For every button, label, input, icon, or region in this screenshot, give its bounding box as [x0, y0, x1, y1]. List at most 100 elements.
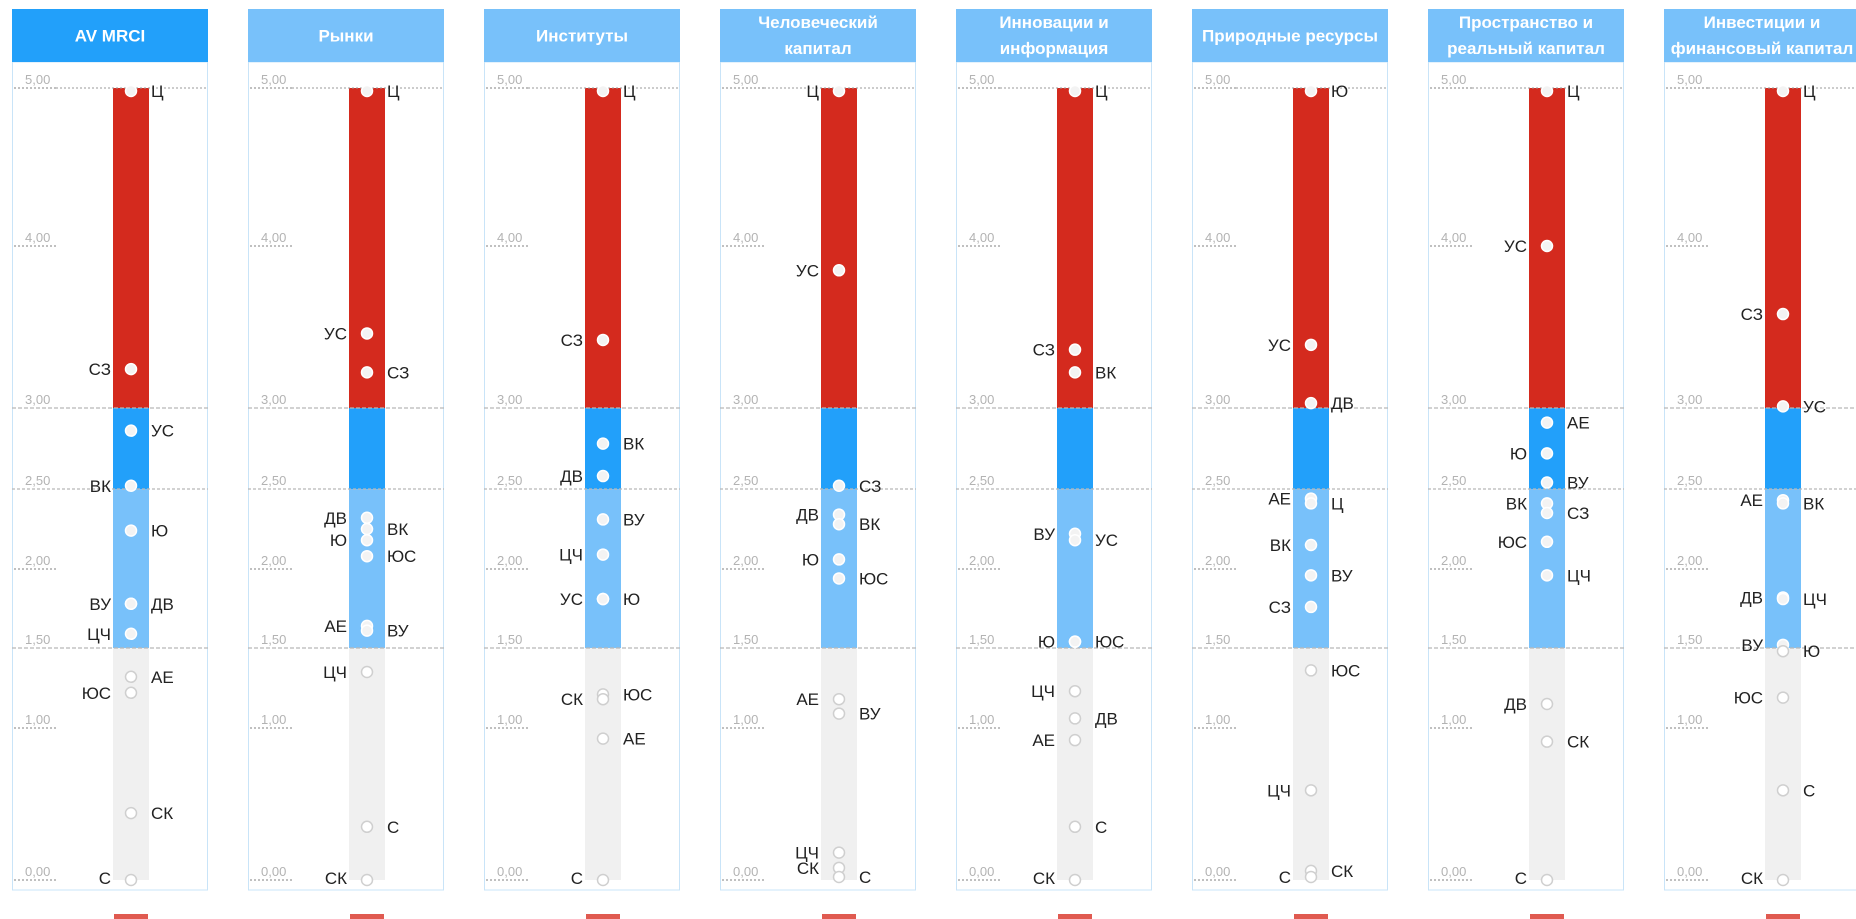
tick-label: 1,50 [497, 632, 522, 647]
data-point[interactable] [1068, 635, 1082, 648]
data-point[interactable] [1068, 533, 1082, 547]
data-point[interactable] [1304, 396, 1318, 410]
data-point[interactable] [1776, 592, 1790, 606]
panel-header[interactable] [12, 9, 208, 62]
data-point[interactable] [832, 517, 846, 531]
tick-label: 0,00 [1677, 864, 1702, 879]
data-point[interactable] [360, 665, 374, 679]
data-point[interactable] [360, 366, 374, 379]
data-point[interactable] [360, 873, 374, 887]
panel-header[interactable] [248, 9, 444, 62]
data-point[interactable] [1304, 84, 1318, 98]
point-label: УС [1504, 237, 1527, 256]
data-point[interactable] [1304, 784, 1318, 797]
data-point[interactable] [832, 692, 846, 706]
data-point[interactable] [360, 624, 374, 637]
data-point[interactable] [596, 592, 610, 606]
data-point[interactable] [1540, 84, 1554, 98]
panel-header[interactable] [720, 9, 916, 62]
data-point[interactable] [360, 533, 374, 547]
panel-header[interactable] [956, 9, 1152, 62]
data-point[interactable] [124, 686, 138, 700]
data-point[interactable] [832, 84, 846, 98]
tick-label: 5,00 [261, 72, 286, 87]
data-point[interactable] [124, 806, 138, 820]
panel-header[interactable] [484, 9, 680, 62]
panel-header[interactable] [1664, 9, 1856, 62]
data-point[interactable] [360, 522, 374, 536]
tick-label: 2,00 [1677, 553, 1702, 568]
data-point[interactable] [1540, 535, 1554, 549]
data-point[interactable] [596, 548, 610, 561]
data-point[interactable] [832, 846, 846, 859]
data-point[interactable] [832, 479, 846, 493]
data-point[interactable] [596, 84, 610, 98]
data-point[interactable] [832, 870, 846, 884]
data-point[interactable] [1304, 569, 1318, 582]
data-point[interactable] [1068, 366, 1082, 379]
data-point[interactable] [1776, 784, 1790, 797]
data-point[interactable] [1776, 400, 1790, 413]
point-label: ЮС [387, 547, 416, 566]
point-label: ВУ [859, 705, 881, 724]
data-point[interactable] [124, 873, 138, 887]
data-point[interactable] [596, 732, 610, 745]
data-point[interactable] [1776, 497, 1790, 510]
data-point[interactable] [1304, 600, 1318, 614]
data-point[interactable] [1776, 84, 1790, 98]
data-point[interactable] [124, 362, 138, 376]
data-point[interactable] [1776, 691, 1790, 704]
data-point[interactable] [360, 511, 374, 525]
point-label: Ц [387, 82, 400, 101]
data-point[interactable] [124, 524, 138, 537]
data-point[interactable] [1068, 712, 1082, 725]
data-point[interactable] [596, 513, 610, 526]
data-point[interactable] [1068, 343, 1082, 356]
data-point[interactable] [1068, 873, 1082, 887]
data-point[interactable] [1540, 416, 1554, 429]
data-point[interactable] [596, 692, 610, 706]
data-point[interactable] [832, 553, 846, 566]
data-point[interactable] [832, 264, 846, 277]
data-point[interactable] [832, 707, 846, 720]
data-point[interactable] [360, 549, 374, 563]
data-point[interactable] [124, 670, 138, 684]
data-point[interactable] [1068, 820, 1082, 834]
data-point[interactable] [1540, 506, 1554, 520]
data-point[interactable] [596, 437, 610, 450]
data-point[interactable] [1540, 873, 1554, 887]
data-point[interactable] [1540, 476, 1554, 489]
data-point[interactable] [124, 84, 138, 98]
data-point[interactable] [1540, 735, 1554, 748]
data-point[interactable] [1776, 307, 1790, 321]
data-point[interactable] [124, 424, 138, 437]
data-point[interactable] [1304, 338, 1318, 352]
data-point[interactable] [832, 572, 846, 585]
point-label: ЮС [623, 685, 652, 704]
data-point[interactable] [1540, 697, 1554, 711]
data-point[interactable] [1540, 447, 1554, 460]
data-point[interactable] [1540, 239, 1554, 253]
data-point[interactable] [596, 469, 610, 483]
panel-header[interactable] [1428, 9, 1624, 62]
data-point[interactable] [1068, 84, 1082, 98]
data-point[interactable] [1304, 497, 1318, 510]
data-point[interactable] [124, 479, 138, 493]
data-point[interactable] [596, 873, 610, 887]
data-point[interactable] [1776, 644, 1790, 658]
data-point[interactable] [596, 333, 610, 347]
data-point[interactable] [360, 84, 374, 98]
data-point[interactable] [1068, 684, 1082, 698]
data-point[interactable] [1304, 538, 1318, 552]
data-point[interactable] [1304, 664, 1318, 677]
data-point[interactable] [1068, 733, 1082, 747]
panel-header[interactable] [1192, 9, 1388, 62]
data-point[interactable] [124, 627, 138, 641]
data-point[interactable] [1304, 870, 1318, 884]
data-point[interactable] [360, 820, 374, 834]
data-point[interactable] [124, 597, 138, 611]
data-point[interactable] [1776, 873, 1790, 887]
data-point[interactable] [360, 327, 374, 340]
tick-label: 1,00 [969, 712, 994, 727]
data-point[interactable] [1540, 569, 1554, 582]
